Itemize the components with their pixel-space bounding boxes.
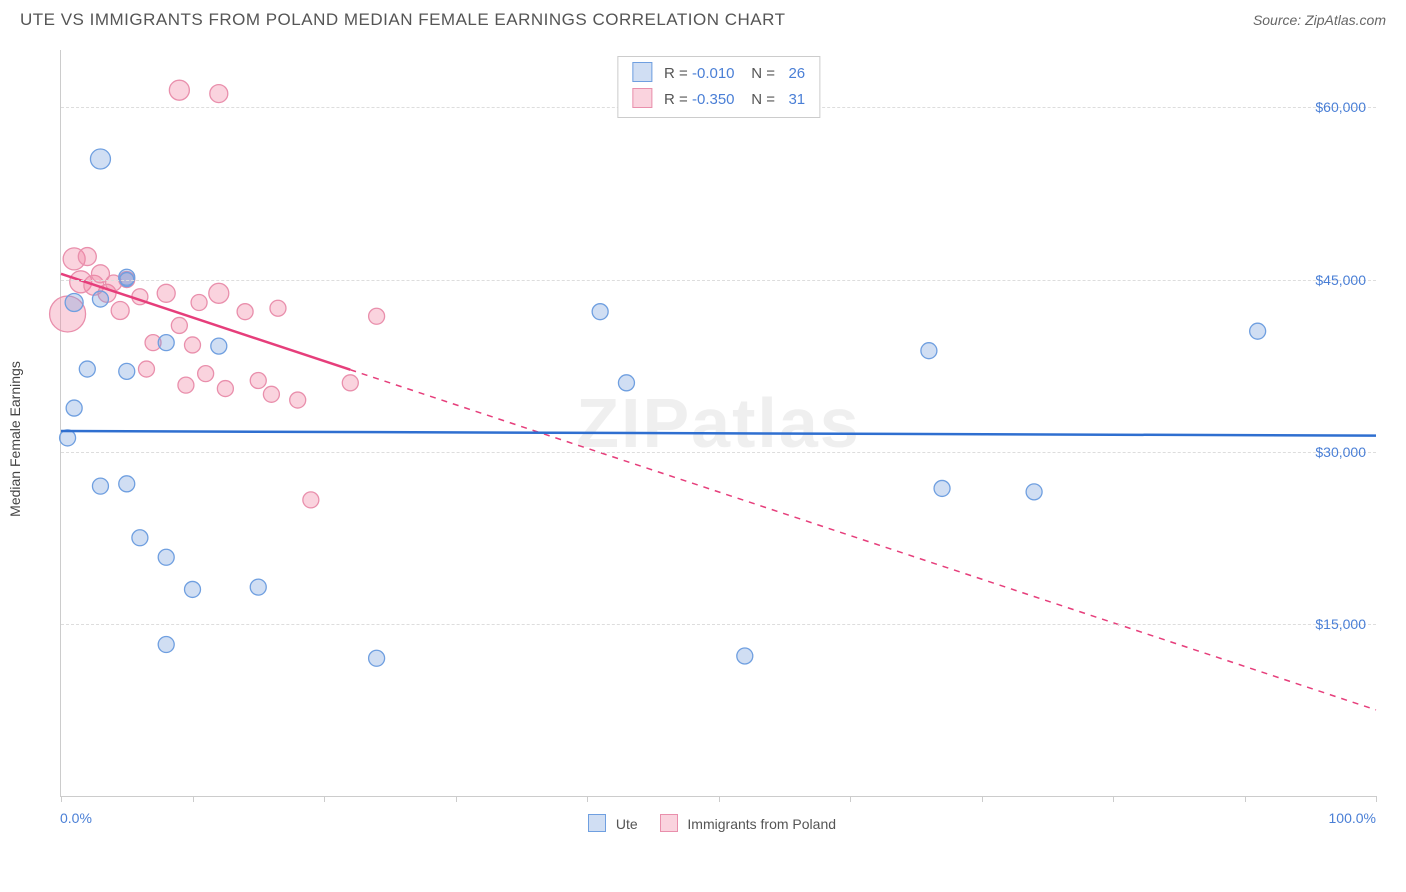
data-point [250,579,266,595]
data-point [158,549,174,565]
data-point [79,361,95,377]
y-axis-title: Median Female Earnings [7,361,23,517]
trend-line-solid [61,431,1376,436]
data-point [158,637,174,653]
data-point [211,338,227,354]
data-point [270,300,286,316]
data-point [369,650,385,666]
y-tick-label: $30,000 [1315,444,1366,460]
swatch-blue-icon [632,62,652,82]
plot-area: ZIPatlas R = -0.010 N = 26 R = -0.350 N … [60,50,1376,797]
data-point [209,283,229,303]
data-point [157,284,175,302]
data-point [217,381,233,397]
swatch-pink-icon [632,88,652,108]
plot-svg [61,50,1376,796]
legend-row-pink: R = -0.350 N = 31 [632,87,805,113]
data-point [169,80,189,100]
source-label: Source: ZipAtlas.com [1253,12,1386,28]
data-point [921,343,937,359]
data-point [138,361,154,377]
data-point [66,400,82,416]
data-point [78,248,96,266]
chart-area: Median Female Earnings ZIPatlas R = -0.0… [20,45,1386,832]
y-tick-label: $60,000 [1315,99,1366,115]
data-point [92,478,108,494]
data-point [342,375,358,391]
data-point [210,85,228,103]
data-point [185,581,201,597]
correlation-legend: R = -0.010 N = 26 R = -0.350 N = 31 [617,56,820,118]
n-value-pink: 31 [779,87,805,113]
data-point [158,335,174,351]
series-legend: Ute Immigrants from Poland [20,814,1386,832]
y-tick-label: $15,000 [1315,616,1366,632]
data-point [92,291,108,307]
data-point [191,294,207,310]
swatch-pink-icon [660,814,678,832]
data-point [119,363,135,379]
chart-title: UTE VS IMMIGRANTS FROM POLAND MEDIAN FEM… [20,10,785,30]
n-label: N = [751,65,775,82]
data-point [171,317,187,333]
r-value-blue: -0.010 [692,65,735,82]
data-point [132,530,148,546]
data-point [250,373,266,389]
data-point [290,392,306,408]
n-label: N = [751,91,775,108]
data-point [303,492,319,508]
data-point [185,337,201,353]
data-point [90,149,110,169]
data-point [1026,484,1042,500]
series-pink-name: Immigrants from Poland [687,816,836,832]
data-point [263,386,279,402]
r-label: R = [664,65,688,82]
data-point [592,304,608,320]
r-value-pink: -0.350 [692,91,735,108]
data-point [111,302,129,320]
data-point [1250,323,1266,339]
swatch-blue-icon [588,814,606,832]
trend-line-dashed [350,370,1376,710]
data-point [178,377,194,393]
legend-row-blue: R = -0.010 N = 26 [632,61,805,87]
trend-line-solid [61,274,350,370]
data-point [737,648,753,664]
data-point [198,366,214,382]
r-label: R = [664,91,688,108]
data-point [369,308,385,324]
data-point [618,375,634,391]
n-value-blue: 26 [779,61,805,87]
data-point [65,293,83,311]
data-point [934,480,950,496]
data-point [237,304,253,320]
y-tick-label: $45,000 [1315,272,1366,288]
data-point [119,476,135,492]
series-blue-name: Ute [616,816,638,832]
